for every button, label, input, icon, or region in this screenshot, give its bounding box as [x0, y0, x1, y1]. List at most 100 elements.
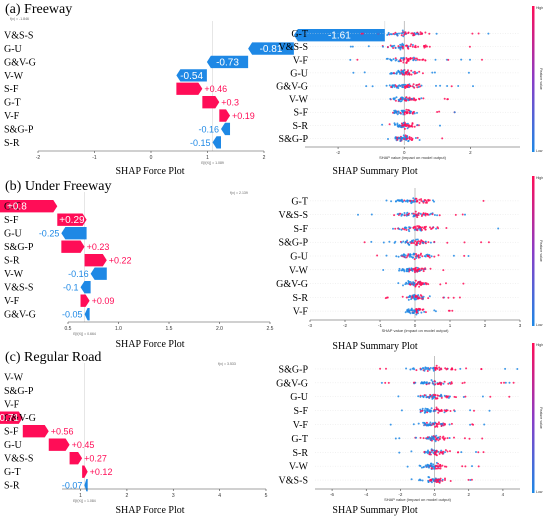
shap-point [418, 243, 421, 245]
shap-point [469, 423, 472, 426]
shap-point [422, 367, 425, 370]
shap-point [351, 45, 354, 48]
shap-point [453, 410, 456, 413]
colorbar-title: Feature value [539, 68, 543, 89]
shap-point [450, 382, 453, 385]
shap-point [407, 242, 409, 245]
shap-point [392, 47, 395, 49]
feature-label: G-U [290, 392, 309, 403]
shap-point [399, 97, 402, 100]
shap-point [436, 480, 439, 483]
shap-point [426, 464, 429, 467]
shap-point [420, 198, 423, 201]
shap-point [384, 381, 387, 384]
shap-point [410, 136, 413, 139]
shap-point [357, 213, 359, 216]
shap-point [443, 394, 446, 397]
shap-point [438, 480, 441, 483]
shap-point [427, 198, 430, 201]
force-bar [293, 29, 385, 42]
x-tick-label: -2 [36, 155, 41, 161]
shap-point [437, 478, 440, 481]
shap-point [434, 465, 437, 468]
x-tick-label: -6 [330, 492, 334, 497]
shap-point [394, 240, 397, 243]
shap-point [402, 86, 405, 89]
shap-point [395, 58, 398, 61]
colorbar-title: Feature value [539, 407, 543, 428]
shap-point [431, 449, 434, 452]
shap-point [392, 32, 395, 35]
shap-point [393, 109, 396, 112]
shap-point [401, 295, 404, 298]
shap-point [421, 395, 424, 398]
shap-point [407, 31, 410, 34]
shap-point [352, 71, 355, 74]
x-tick-label: 1 [449, 323, 452, 328]
fx-label: f(x) = 2.139 [230, 191, 248, 195]
shap-point [415, 369, 418, 372]
shap-point [388, 123, 391, 126]
x-tick-label: 2.5 [267, 326, 274, 332]
shap-point [389, 97, 392, 100]
x-tick-label: 0.5 [65, 326, 72, 332]
shap-point [424, 366, 427, 369]
shap-point [409, 57, 412, 60]
shap-point [403, 136, 406, 138]
shap-point [425, 396, 428, 399]
x-tick-label: -2 [343, 323, 347, 328]
shap-point [412, 256, 414, 259]
shap-point [410, 450, 413, 453]
shap-point [404, 32, 406, 35]
shap-point [409, 312, 412, 315]
shap-point [440, 393, 443, 396]
shap-point [411, 85, 414, 88]
shap-point [397, 87, 400, 89]
shap-point [461, 465, 464, 468]
feature-label: G-T [4, 467, 21, 478]
shap-point [463, 437, 466, 440]
shap-point [434, 310, 437, 313]
shap-point [475, 451, 477, 453]
feature-label: S&G-P [279, 364, 309, 375]
shap-point [405, 61, 408, 64]
shap-point [413, 214, 416, 217]
shap-point [462, 396, 465, 398]
shap-point [418, 70, 421, 73]
force-bar [57, 213, 87, 226]
value-label: +0.71 [0, 413, 19, 424]
shap-point [503, 381, 505, 384]
shap-point [388, 240, 391, 243]
shap-point [422, 437, 425, 440]
shap-point [448, 423, 451, 426]
shap-point [426, 45, 428, 48]
force-bar [84, 479, 88, 492]
value-label: +0.46 [204, 84, 227, 94]
force-bar [176, 69, 207, 82]
shap-point [385, 84, 388, 87]
shap-point [453, 395, 456, 398]
feature-label: G-T [291, 29, 308, 40]
shap-point [408, 112, 411, 115]
shap-point [409, 281, 412, 283]
efx-label: E[f(X)] = 1.089 [201, 161, 224, 165]
shap-point [443, 422, 446, 425]
shap-point [413, 253, 416, 255]
shap-point [439, 283, 442, 286]
shap-point [424, 214, 427, 217]
shap-point [427, 437, 430, 440]
shap-point [463, 381, 466, 384]
shap-point [426, 408, 428, 410]
shap-point [404, 134, 407, 137]
shap-point [453, 111, 456, 114]
x-tick-label: 0 [403, 150, 406, 155]
x-tick-label: -2 [398, 492, 402, 497]
shap-point [437, 411, 440, 414]
shap-point [356, 58, 359, 61]
feature-label: V&S-S [279, 210, 308, 221]
shap-point [424, 255, 427, 258]
shap-point [453, 436, 455, 439]
shap-point [412, 56, 415, 59]
x-tick-label: 1 [206, 155, 209, 161]
feature-label: G&V-G [4, 413, 36, 424]
